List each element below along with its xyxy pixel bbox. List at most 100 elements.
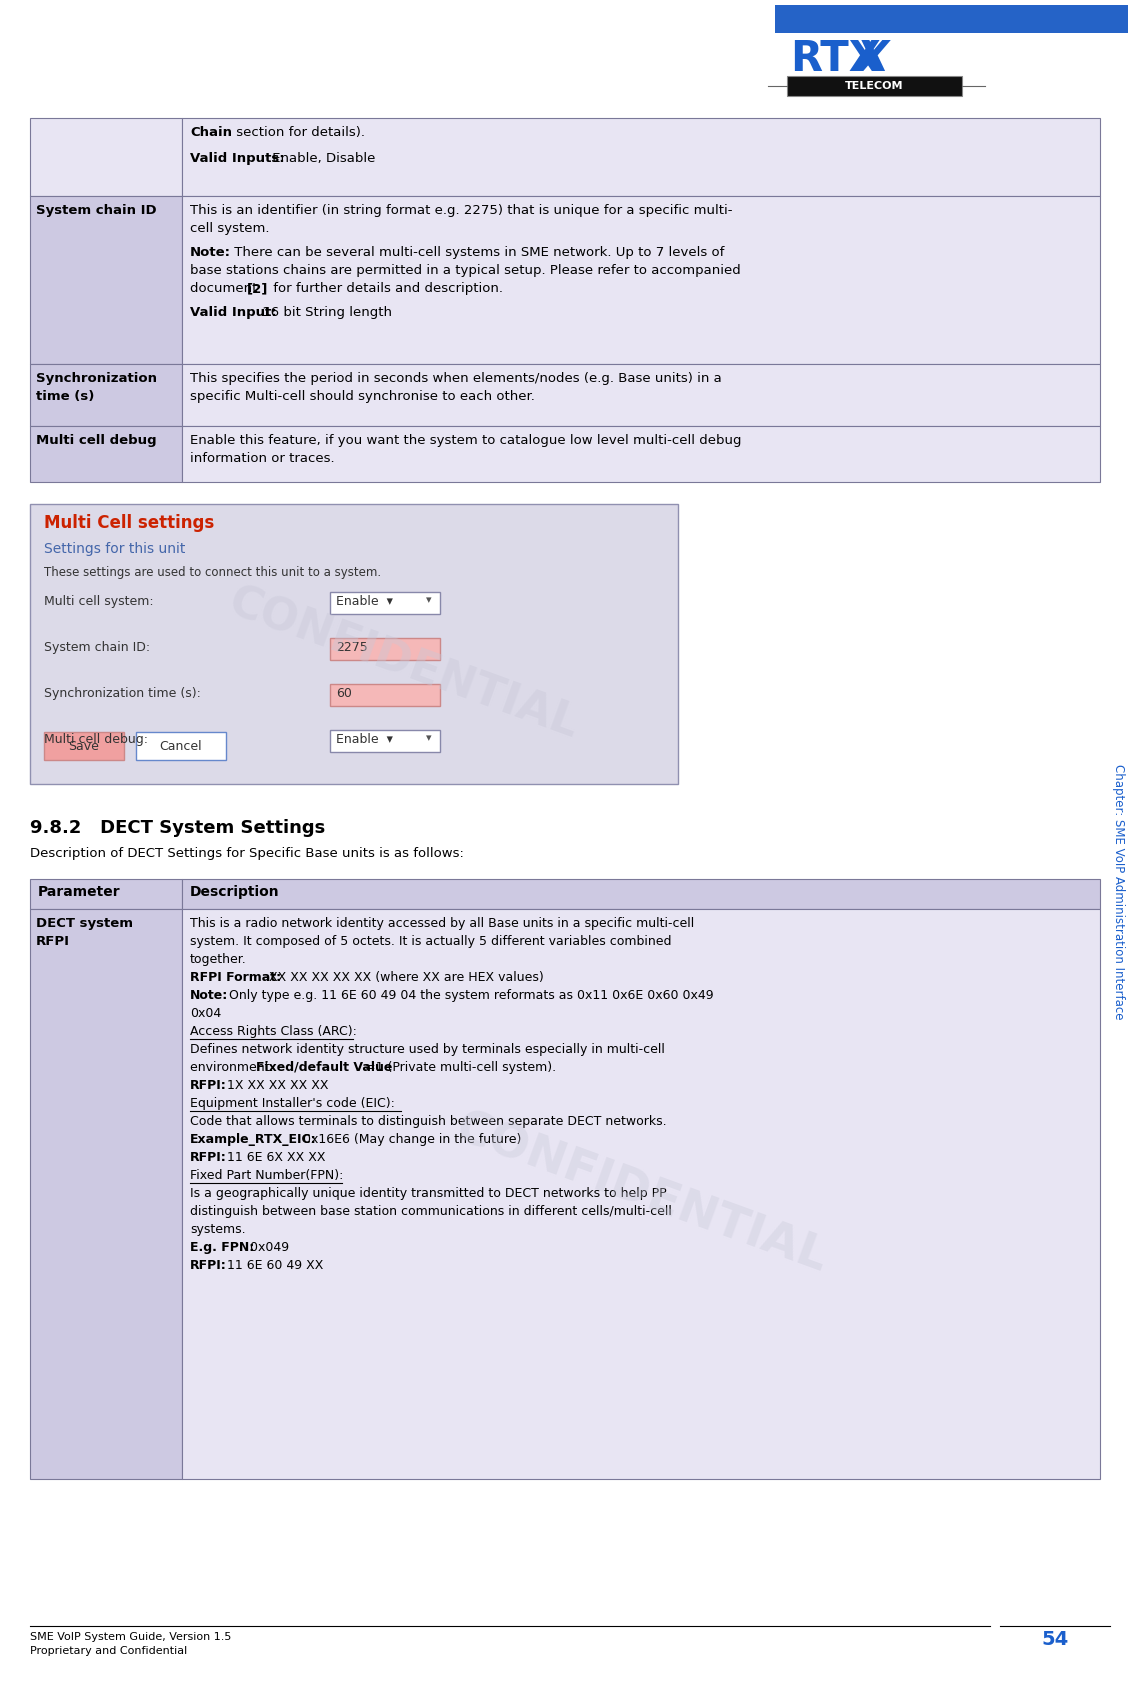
Text: Multi Cell settings: Multi Cell settings xyxy=(44,514,215,532)
Text: X: X xyxy=(856,39,888,81)
Text: CONFIDENTIAL: CONFIDENTIAL xyxy=(224,581,585,748)
Text: Synchronization time (s):: Synchronization time (s): xyxy=(44,687,201,701)
Text: Enable  ▾: Enable ▾ xyxy=(336,594,393,608)
Text: CONFIDENTIAL: CONFIDENTIAL xyxy=(449,1106,833,1282)
Text: Fixed/default Value: Fixed/default Value xyxy=(257,1061,393,1074)
Text: section for details).: section for details). xyxy=(232,126,365,140)
Text: Equipment Installer's code (EIC):: Equipment Installer's code (EIC): xyxy=(190,1096,395,1110)
Text: Parameter: Parameter xyxy=(37,886,120,899)
Text: E.g. FPN:: E.g. FPN: xyxy=(190,1241,254,1255)
Text: 11 6E 60 49 XX: 11 6E 60 49 XX xyxy=(222,1260,323,1271)
Text: 60: 60 xyxy=(336,687,352,701)
Text: Description: Description xyxy=(190,886,279,899)
Text: Fixed Part Number(FPN):: Fixed Part Number(FPN): xyxy=(190,1169,344,1182)
Text: Settings for this unit: Settings for this unit xyxy=(44,542,185,556)
Text: systems.: systems. xyxy=(190,1223,245,1236)
Text: Valid Inputs:: Valid Inputs: xyxy=(190,152,285,165)
Text: information or traces.: information or traces. xyxy=(190,451,335,465)
Bar xyxy=(182,364,1100,426)
Bar xyxy=(136,733,226,759)
Text: 2275: 2275 xyxy=(336,642,368,653)
Bar xyxy=(30,195,182,364)
Text: Enable, Disable: Enable, Disable xyxy=(268,152,376,165)
Text: Chapter: SME VoIP Administration Interface: Chapter: SME VoIP Administration Interfa… xyxy=(1111,765,1125,1021)
Text: RFPI:: RFPI: xyxy=(190,1150,227,1164)
Bar xyxy=(30,118,182,195)
Text: Chain: Chain xyxy=(190,126,232,140)
Bar xyxy=(30,426,182,482)
Text: document: document xyxy=(190,281,262,295)
Bar xyxy=(330,638,440,660)
Text: RFPI: RFPI xyxy=(36,935,70,948)
Text: 16 bit String length: 16 bit String length xyxy=(258,306,392,318)
Text: RFPI Format:: RFPI Format: xyxy=(190,972,281,983)
Text: Multi cell system:: Multi cell system: xyxy=(44,594,153,608)
Bar xyxy=(787,76,962,96)
Bar xyxy=(182,909,1100,1479)
Text: This specifies the period in seconds when elements/nodes (e.g. Base units) in a: This specifies the period in seconds whe… xyxy=(190,372,722,386)
Text: System chain ID: System chain ID xyxy=(36,204,157,217)
Text: ▾: ▾ xyxy=(426,733,431,743)
Text: Only type e.g. 11 6E 60 49 04 the system reformats as 0x11 0x6E 0x60 0x49: Only type e.g. 11 6E 60 49 04 the system… xyxy=(225,989,714,1002)
Text: DECT system: DECT system xyxy=(36,918,133,930)
Text: for further details and description.: for further details and description. xyxy=(269,281,503,295)
Text: Defines network identity structure used by terminals especially in multi-cell: Defines network identity structure used … xyxy=(190,1042,665,1056)
Text: Code that allows terminals to distinguish between separate DECT networks.: Code that allows terminals to distinguis… xyxy=(190,1115,666,1128)
Bar xyxy=(30,364,182,426)
Text: Valid Input:: Valid Input: xyxy=(190,306,277,318)
Text: Save: Save xyxy=(68,739,100,753)
Text: Enable this feature, if you want the system to catalogue low level multi-cell de: Enable this feature, if you want the sys… xyxy=(190,434,741,446)
Text: Description of DECT Settings for Specific Base units is as follows:: Description of DECT Settings for Specifi… xyxy=(30,847,464,861)
Text: System chain ID:: System chain ID: xyxy=(44,642,150,653)
Bar xyxy=(30,909,182,1479)
Text: [2]: [2] xyxy=(247,281,268,295)
Text: TELECOM: TELECOM xyxy=(844,81,903,91)
Text: specific Multi-cell should synchronise to each other.: specific Multi-cell should synchronise t… xyxy=(190,391,535,402)
Text: time (s): time (s) xyxy=(36,391,94,402)
Bar xyxy=(775,5,1128,34)
Text: RFPI:: RFPI: xyxy=(190,1079,227,1091)
Text: base stations chains are permitted in a typical setup. Please refer to accompani: base stations chains are permitted in a … xyxy=(190,264,741,276)
Text: SME VoIP System Guide, Version 1.5: SME VoIP System Guide, Version 1.5 xyxy=(30,1632,232,1642)
Text: system. It composed of 5 octets. It is actually 5 different variables combined: system. It composed of 5 octets. It is a… xyxy=(190,935,672,948)
Bar xyxy=(44,733,124,759)
Text: 54: 54 xyxy=(1042,1630,1069,1649)
Text: Access Rights Class (ARC):: Access Rights Class (ARC): xyxy=(190,1026,356,1037)
Text: ▾: ▾ xyxy=(426,594,431,605)
Text: 0x16E6 (May change in the future): 0x16E6 (May change in the future) xyxy=(299,1133,521,1147)
Text: There can be several multi-cell systems in SME network. Up to 7 levels of: There can be several multi-cell systems … xyxy=(230,246,724,259)
Text: distinguish between base station communications in different cells/multi-cell: distinguish between base station communi… xyxy=(190,1206,672,1218)
Bar xyxy=(330,729,440,753)
Text: environment.: environment. xyxy=(190,1061,277,1074)
Text: Proprietary and Confidential: Proprietary and Confidential xyxy=(30,1645,187,1655)
Text: 0x04: 0x04 xyxy=(190,1007,221,1021)
Text: Synchronization: Synchronization xyxy=(36,372,157,386)
Bar xyxy=(182,426,1100,482)
Bar xyxy=(30,879,182,909)
Text: Note:: Note: xyxy=(190,246,232,259)
Bar xyxy=(182,118,1100,195)
Text: RTX: RTX xyxy=(790,39,881,81)
Text: Cancel: Cancel xyxy=(160,739,202,753)
Text: XX XX XX XX XX (where XX are HEX values): XX XX XX XX XX (where XX are HEX values) xyxy=(264,972,544,983)
Text: This is a radio network identity accessed by all Base units in a specific multi-: This is a radio network identity accesse… xyxy=(190,918,695,930)
Text: Is a geographically unique identity transmitted to DECT networks to help PP: Is a geographically unique identity tran… xyxy=(190,1187,666,1201)
Text: This is an identifier (in string format e.g. 2275) that is unique for a specific: This is an identifier (in string format … xyxy=(190,204,732,217)
Text: Multi cell debug:: Multi cell debug: xyxy=(44,733,148,746)
Text: 0x049: 0x049 xyxy=(246,1241,289,1255)
Text: together.: together. xyxy=(190,953,246,967)
Text: RFPI:: RFPI: xyxy=(190,1260,227,1271)
Text: 1X XX XX XX XX: 1X XX XX XX XX xyxy=(222,1079,328,1091)
Bar xyxy=(330,593,440,615)
Text: Enable  ▾: Enable ▾ xyxy=(336,733,393,746)
Text: Note:: Note: xyxy=(190,989,228,1002)
Bar xyxy=(182,879,1100,909)
Text: cell system.: cell system. xyxy=(190,222,269,236)
Bar xyxy=(30,504,678,785)
Bar xyxy=(182,195,1100,364)
Text: These settings are used to connect this unit to a system.: These settings are used to connect this … xyxy=(44,566,381,579)
Text: 9.8.2   DECT System Settings: 9.8.2 DECT System Settings xyxy=(30,818,326,837)
Bar xyxy=(330,684,440,706)
Text: Multi cell debug: Multi cell debug xyxy=(36,434,157,446)
Text: =1 (Private multi-cell system).: =1 (Private multi-cell system). xyxy=(365,1061,556,1074)
